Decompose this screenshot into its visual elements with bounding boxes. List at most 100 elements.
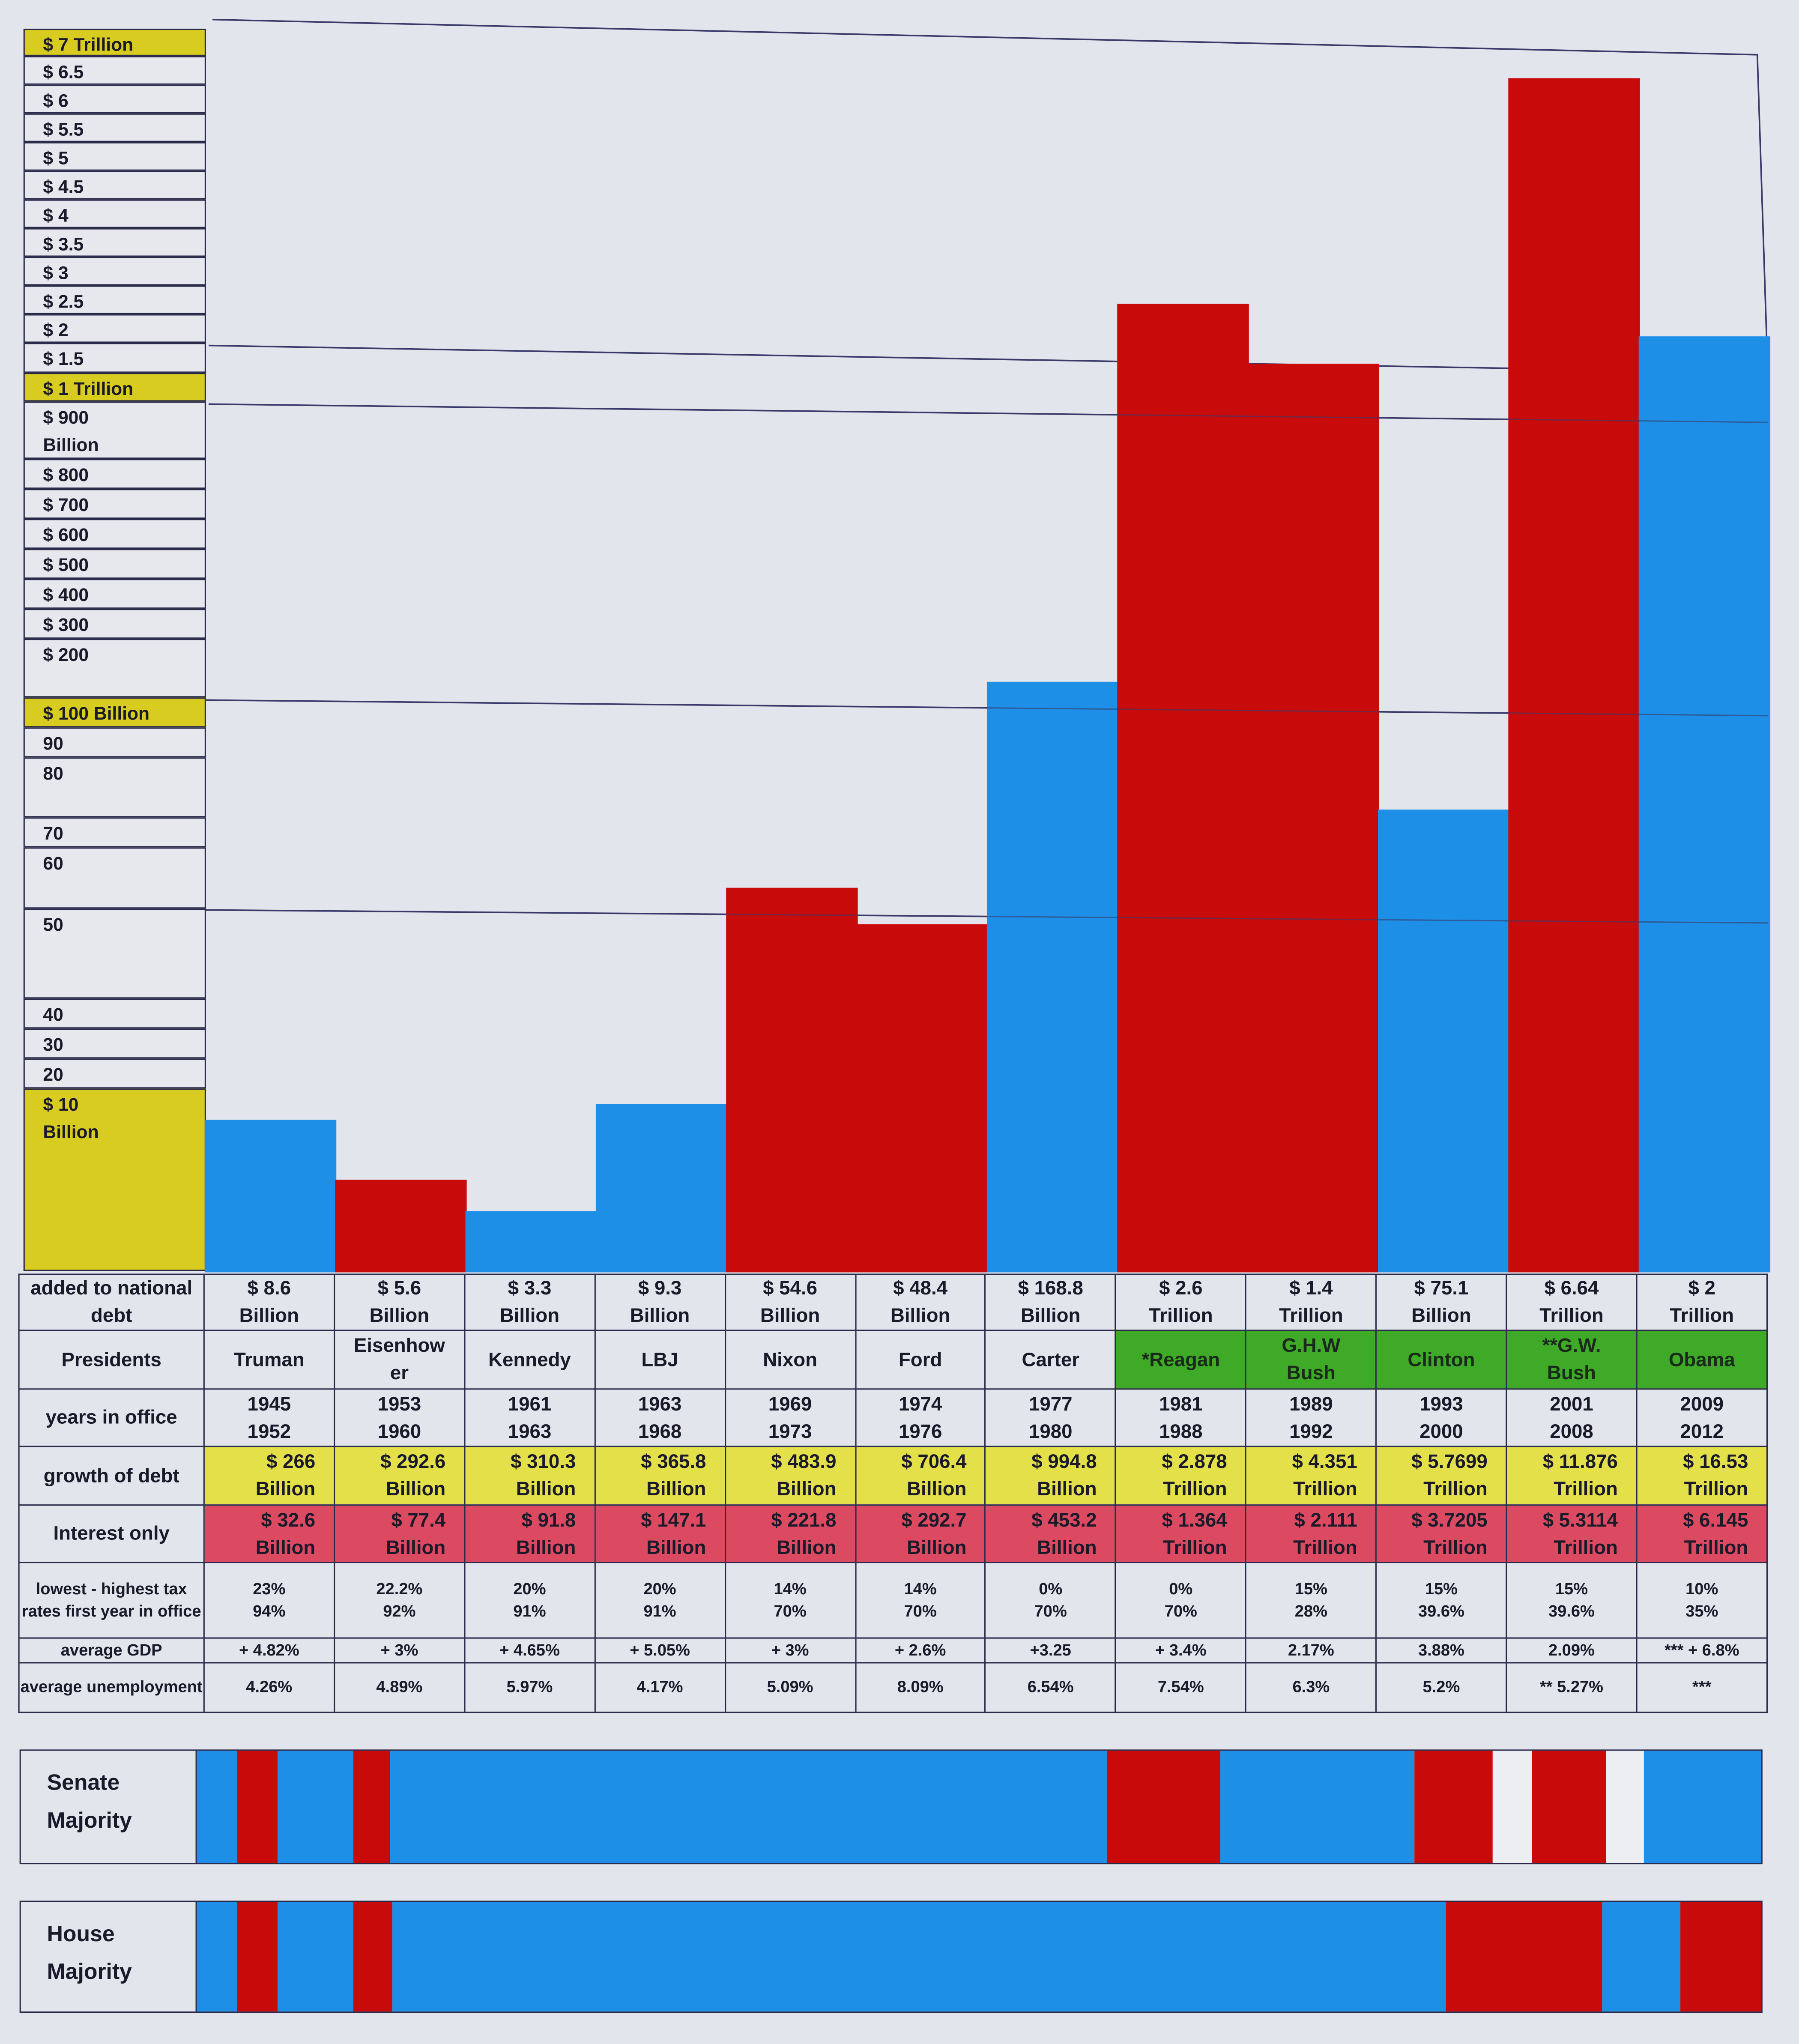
cell-line: Ford	[898, 1348, 942, 1371]
cell-line: 2001	[1550, 1393, 1593, 1415]
cell-years: 1989 1992	[1245, 1388, 1377, 1447]
cell-line: Trillion	[1293, 1478, 1357, 1501]
cell-added: $ 2.6 Trillion	[1115, 1273, 1247, 1331]
y-tick-label: $ 4.5	[23, 170, 206, 200]
table-row-years: years in office 1945 1952 1953 1960 1961 1963 1…	[18, 1388, 1768, 1447]
cell-line: 10%	[1685, 1579, 1718, 1598]
cell-years: 1961 1963	[463, 1388, 596, 1447]
house-segment-democrat	[392, 1902, 1446, 2012]
cell-line: Billion	[890, 1305, 950, 1327]
cell-tax: 15% 39.6%	[1506, 1562, 1638, 1639]
cell-line: **G.W.	[1542, 1335, 1601, 1357]
cell-line: Billion	[516, 1536, 576, 1559]
senate-segments	[197, 1751, 1761, 1863]
cell-line: 1974	[898, 1393, 942, 1415]
bar-kennedy	[465, 1211, 597, 1273]
cell-growth: $ 2.878 Trillion	[1115, 1446, 1247, 1506]
y-tick-label: $ 2.5	[23, 285, 206, 314]
cell-presidents: **G.W. Bush	[1506, 1330, 1638, 1390]
cell-line: 2009	[1680, 1393, 1724, 1415]
cell-line: 1963	[638, 1393, 682, 1415]
cell-added: $ 168.8 Billion	[985, 1273, 1117, 1331]
y-tick-label: $ 6.5	[23, 56, 206, 85]
y-tick-label: $ 900 Billion	[23, 401, 206, 459]
cell-presidents: Clinton	[1375, 1330, 1507, 1390]
senate-segment-republican	[353, 1751, 389, 1863]
senate-segment-republican	[237, 1751, 278, 1863]
cell-unemployment: 6.3%	[1245, 1662, 1377, 1713]
cell-added: $ 54.6 Billion	[724, 1273, 856, 1331]
cell-unemployment: 6.54%	[985, 1662, 1117, 1713]
cell-tax: 22.2% 92%	[333, 1562, 465, 1639]
cell-added: $ 48.4 Billion	[855, 1273, 986, 1331]
cell-line: 70%	[1164, 1601, 1197, 1620]
cell-line: LBJ	[641, 1348, 678, 1371]
cell-growth: $ 5.7699 Trillion	[1375, 1446, 1507, 1506]
cell-line: Trillion	[1163, 1536, 1227, 1559]
cell-years: 1977 1980	[985, 1388, 1117, 1447]
cell-line: 1977	[1028, 1393, 1073, 1415]
y-tick-label: $ 700	[23, 489, 206, 519]
gridline-1-5-trillion	[208, 344, 1768, 374]
senate-segment-republican	[1414, 1751, 1492, 1863]
y-tick-label: $ 7 Trillion	[23, 28, 206, 56]
cell-line: $ 2.111	[1294, 1509, 1357, 1531]
row-label-unemployment: average unemployment	[18, 1662, 205, 1713]
cell-unemployment: 5.2%	[1375, 1662, 1507, 1713]
cell-line: 28%	[1294, 1601, 1327, 1620]
y-tick-label: $ 3.5	[23, 228, 206, 257]
cell-unemployment: 4.89%	[333, 1662, 465, 1713]
cell-tax: 14% 70%	[724, 1562, 856, 1639]
cell-line: 2012	[1680, 1420, 1724, 1443]
cell-line: 15%	[1294, 1579, 1327, 1598]
bar-truman	[204, 1120, 336, 1273]
cell-line: *Reagan	[1142, 1348, 1220, 1371]
cell-line: $ 77.4	[391, 1509, 446, 1531]
cell-line: Billion	[777, 1536, 837, 1559]
y-tick-label: 50	[23, 908, 206, 999]
senate-label: Senate Majority	[21, 1751, 197, 1863]
bar-clinton	[1378, 809, 1509, 1273]
cell-interest: $ 147.1 Billion	[594, 1504, 726, 1563]
cell-unemployment: 8.09%	[855, 1662, 986, 1713]
cell-interest: $ 292.7 Billion	[855, 1504, 986, 1563]
cell-tax: 15% 28%	[1245, 1562, 1377, 1639]
house-label: House Majority	[21, 1902, 197, 2012]
cell-line: 1992	[1289, 1420, 1333, 1443]
cell-growth: $ 266 Billion	[203, 1446, 335, 1506]
cell-added: $ 5.6 Billion	[333, 1273, 465, 1331]
cell-line: Billion	[1037, 1536, 1097, 1559]
cell-line: $ 6.145	[1683, 1509, 1748, 1531]
cell-line: Trillion	[1684, 1478, 1748, 1501]
house-segment-democrat	[197, 1902, 238, 2012]
cell-line: $ 11.876	[1542, 1451, 1618, 1473]
cell-gdp: 2.17%	[1245, 1637, 1377, 1664]
cell-growth: $ 11.876 Trillion	[1506, 1446, 1638, 1506]
cell-growth: $ 994.8 Billion	[985, 1446, 1117, 1506]
cell-growth: $ 706.4 Billion	[855, 1446, 986, 1506]
cell-line: $ 91.8	[521, 1509, 576, 1531]
cell-line: 1963	[508, 1420, 552, 1443]
cell-line: $ 147.1	[641, 1509, 706, 1531]
cell-line: Trillion	[1423, 1536, 1488, 1559]
cell-years: 1981 1988	[1115, 1388, 1247, 1447]
cell-line: 1993	[1419, 1393, 1463, 1415]
cell-gdp: 3.88%	[1375, 1637, 1507, 1664]
cell-line: Carter	[1022, 1348, 1079, 1371]
y-tick-label: $ 5	[23, 142, 206, 171]
cell-line: Truman	[233, 1348, 305, 1371]
cell-interest: $ 453.2 Billion	[985, 1504, 1117, 1563]
y-tick-label: 90	[23, 727, 206, 758]
cell-added: $ 9.3 Billion	[594, 1273, 726, 1331]
cell-gdp: 2.09%	[1506, 1637, 1638, 1664]
cell-line: $ 54.6	[763, 1277, 818, 1300]
cell-years: 1974 1976	[855, 1388, 986, 1447]
cell-line: Billion	[646, 1478, 706, 1501]
table-row-interest: Interest only $ 32.6 Billion $ 77.4 Billion $…	[18, 1504, 1768, 1563]
cell-line: 94%	[253, 1601, 286, 1620]
cell-added: $ 2 Trillion	[1636, 1273, 1768, 1331]
cell-gdp: + 3%	[724, 1637, 856, 1664]
cell-line: Billion	[386, 1536, 446, 1559]
bar-lbj	[595, 1104, 727, 1273]
cell-added: $ 8.6 Billion	[203, 1273, 335, 1331]
